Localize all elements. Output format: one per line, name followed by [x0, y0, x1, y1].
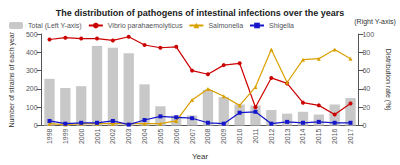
svg-text:2005: 2005: [157, 128, 164, 144]
svg-text:2009: 2009: [220, 128, 227, 144]
svg-text:Vibrio parahaemolyticus: Vibrio parahaemolyticus: [108, 22, 183, 30]
svg-text:2006: 2006: [173, 128, 180, 144]
svg-text:2011: 2011: [252, 128, 259, 143]
svg-text:2007: 2007: [189, 128, 196, 144]
svg-text:200: 200: [26, 85, 38, 92]
svg-text:The distribution of pathogens: The distribution of pathogens of intesti…: [56, 8, 345, 18]
svg-text:60: 60: [362, 67, 370, 74]
svg-text:100: 100: [362, 31, 374, 38]
svg-text:40: 40: [362, 85, 370, 92]
svg-text:80: 80: [362, 49, 370, 56]
svg-text:2015: 2015: [315, 128, 322, 144]
svg-text:2017: 2017: [347, 128, 354, 144]
svg-text:0: 0: [34, 122, 38, 129]
svg-text:2004: 2004: [141, 128, 148, 144]
svg-text:2012: 2012: [268, 128, 275, 144]
svg-text:(Right Y-axis): (Right Y-axis): [354, 18, 396, 26]
svg-text:1999: 1999: [62, 128, 69, 144]
svg-text:2001: 2001: [94, 128, 101, 144]
svg-text:500: 500: [26, 31, 38, 38]
svg-text:Number of strains of each year: Number of strains of each year: [8, 31, 16, 127]
svg-text:Year: Year: [192, 152, 209, 161]
svg-text:1998: 1998: [46, 128, 53, 144]
svg-text:2014: 2014: [299, 128, 306, 144]
svg-text:20: 20: [362, 104, 370, 111]
svg-text:400: 400: [26, 49, 38, 56]
svg-text:Shigella: Shigella: [269, 22, 294, 30]
svg-text:Distribution rate (%): Distribution rate (%): [384, 49, 392, 111]
svg-text:Total (Left Y-axis): Total (Left Y-axis): [28, 22, 82, 30]
svg-text:0: 0: [362, 122, 366, 129]
svg-text:100: 100: [26, 104, 38, 111]
svg-text:2010: 2010: [236, 128, 243, 144]
svg-text:2000: 2000: [78, 128, 85, 144]
svg-text:300: 300: [26, 67, 38, 74]
svg-text:2003: 2003: [125, 128, 132, 144]
svg-text:Salmonella: Salmonella: [208, 22, 243, 29]
svg-text:2002: 2002: [109, 128, 116, 144]
svg-text:2016: 2016: [331, 128, 338, 144]
svg-text:2008: 2008: [204, 128, 211, 144]
svg-text:2013: 2013: [284, 128, 291, 144]
